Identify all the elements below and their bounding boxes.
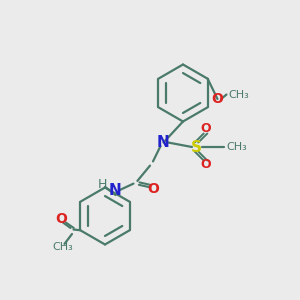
Text: H: H — [97, 178, 107, 191]
Text: O: O — [212, 92, 224, 106]
Text: O: O — [147, 182, 159, 196]
Text: CH₃: CH₃ — [228, 89, 249, 100]
Text: N: N — [157, 135, 170, 150]
Text: CH₃: CH₃ — [52, 242, 74, 253]
Text: S: S — [191, 140, 202, 154]
Text: O: O — [56, 212, 68, 226]
Text: O: O — [200, 122, 211, 136]
Text: CH₃: CH₃ — [226, 142, 247, 152]
Text: O: O — [200, 158, 211, 172]
Text: N: N — [109, 183, 122, 198]
